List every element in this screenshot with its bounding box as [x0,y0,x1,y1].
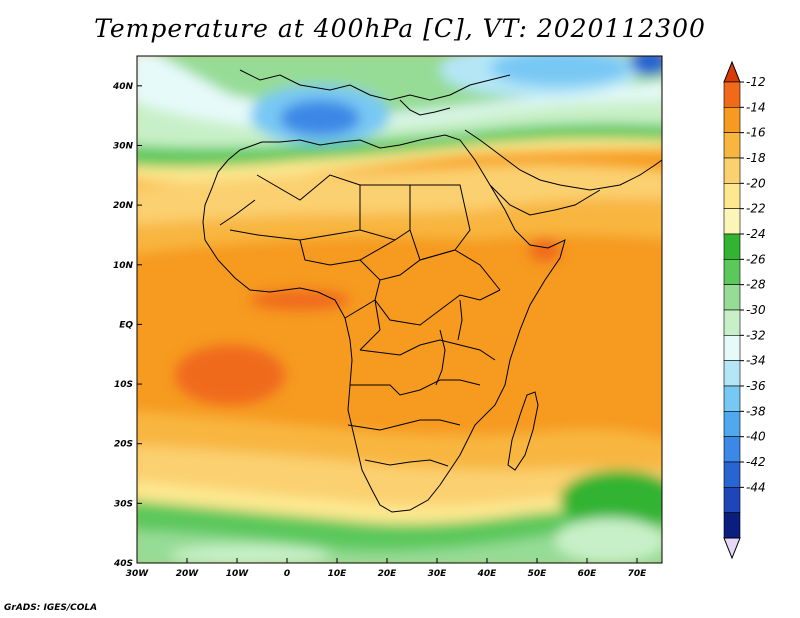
colorbar-label: -40 [746,430,766,444]
colorbar-box [723,259,741,285]
y-tick-label: 30N [113,141,134,151]
map-title: Temperature at 400hPa [C], VT: 202011230… [94,14,706,43]
colorbar-box [723,132,741,159]
x-tick-label: 70E [628,569,648,579]
map-frame [136,55,663,564]
temperature-field [137,56,662,563]
colorbar-label: -20 [746,176,766,190]
x-tick-label: 20E [378,569,398,579]
colorbar-label: -44 [746,480,766,494]
colorbar-top-triangle [723,60,741,83]
x-tick-label: 0 [284,569,290,579]
colorbar-label: -36 [746,379,766,393]
y-tick-label: 10S [114,380,133,390]
colorbar-label: -28 [746,278,766,292]
colorbar-box [723,487,741,513]
colorbar-label: -42 [746,455,766,469]
coastlines [202,69,662,513]
colorbar-box [723,284,741,311]
colorbar-box [723,157,741,184]
x-tick-label: 40E [477,569,498,579]
colorbar-label: -24 [746,227,766,241]
colorbar-label: -12 [746,75,766,89]
colorbar-label: -16 [746,126,766,140]
longitude-axis: 30W 20W 10W 0 10E 20E 30E 40E 50E 60E 70E [126,558,647,579]
colorbar-box [723,360,741,387]
x-tick-label: 30E [428,569,448,579]
y-tick-label: EQ [119,320,133,330]
colorbar-label: -32 [746,328,766,342]
y-tick-label: 40S [113,559,133,569]
colorbar-label: -38 [746,404,766,418]
x-tick-label: 20W [176,569,200,579]
y-tick-label: 30S [114,499,133,509]
colorbar-label: -22 [746,202,766,216]
colorbar-label: -26 [746,252,766,266]
y-tick-label: 20N [113,201,134,211]
x-tick-label: 50E [528,569,548,579]
colorbar-label: -34 [746,354,766,368]
latitude-axis: 40N 30N 20N 10N EQ 10S 20S 30S 40S [112,82,142,569]
colorbar-label: -30 [746,303,766,317]
colorbar-box [723,385,741,412]
colorbar-box [723,233,741,260]
colorbar-box [723,461,741,488]
colorbar-box [723,107,741,133]
colorbar-box [723,411,741,437]
x-tick-label: 60E [578,569,598,579]
colorbar: -12 -14 -16 -18 -20 -22 -24 -26 -28 -30 -32 -34 -36 -… [723,60,766,560]
x-tick-label: 30W [126,569,150,579]
colorbar-box [723,436,741,463]
x-tick-label: 10W [226,569,250,579]
x-tick-label: 10E [328,569,348,579]
colorbar-box [723,208,741,235]
colorbar-box [723,183,741,209]
colorbar-label: -14 [746,100,766,114]
colorbar-box [723,81,741,108]
colorbar-bottom-triangle [723,537,741,560]
colorbar-box [723,309,741,336]
grads-credit: GrADS: IGES/COLA [4,603,98,613]
colorbar-label: -18 [746,151,766,165]
colorbar-box [723,335,741,361]
y-tick-label: 40N [112,82,134,92]
y-tick-label: 20S [114,440,133,450]
y-tick-label: 10N [113,261,134,271]
colorbar-box [723,512,741,539]
